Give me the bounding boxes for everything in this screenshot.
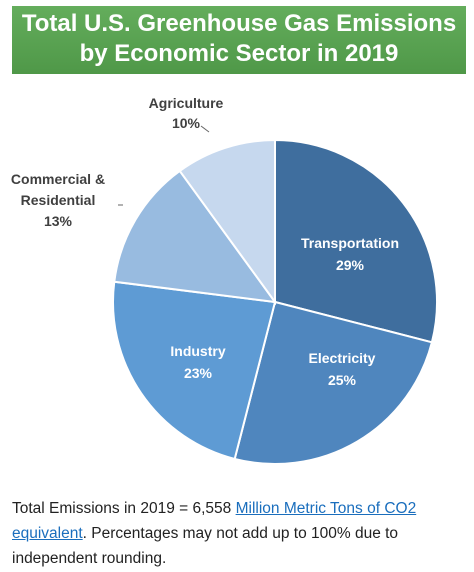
pie-slice-industry [112, 280, 277, 461]
chart-title-line1: Total U.S. Greenhouse Gas Emissions [21, 10, 457, 37]
slice-label-0: Transportation 29% [301, 235, 399, 273]
slice-label-2: Industry 23% [170, 343, 225, 381]
slice-label-4: Agriculture 10% [149, 95, 224, 131]
pie-slice-transportation [274, 138, 438, 344]
units-link[interactable]: Million Metric Tons of CO2 equivalent [12, 500, 417, 542]
footnote: Total Emissions in 2019 = 6,558 Million … [12, 496, 452, 571]
footnote-text-rest: . Percentages may not add up to 100% due… [12, 525, 399, 567]
pie-slice-electricity [233, 300, 434, 465]
slice-label-3: Commercial & Residential 13% [11, 171, 105, 229]
slice-label-1: Electricity 25% [309, 350, 376, 388]
pie-slice-agriculture [178, 138, 276, 306]
footnote-text: Total Emissions in 2019 = 6,558 [12, 500, 236, 517]
title-banner: Total U.S. Greenhouse Gas Emissions by E… [12, 6, 466, 74]
chart-title-line2: by Economic Sector in 2019 [79, 40, 399, 67]
pie-chart: Transportation 29% Electricity 25% Industry 2… [11, 95, 438, 465]
pie-slice-commercial-residential [113, 169, 278, 304]
leader-line-4 [200, 125, 210, 133]
